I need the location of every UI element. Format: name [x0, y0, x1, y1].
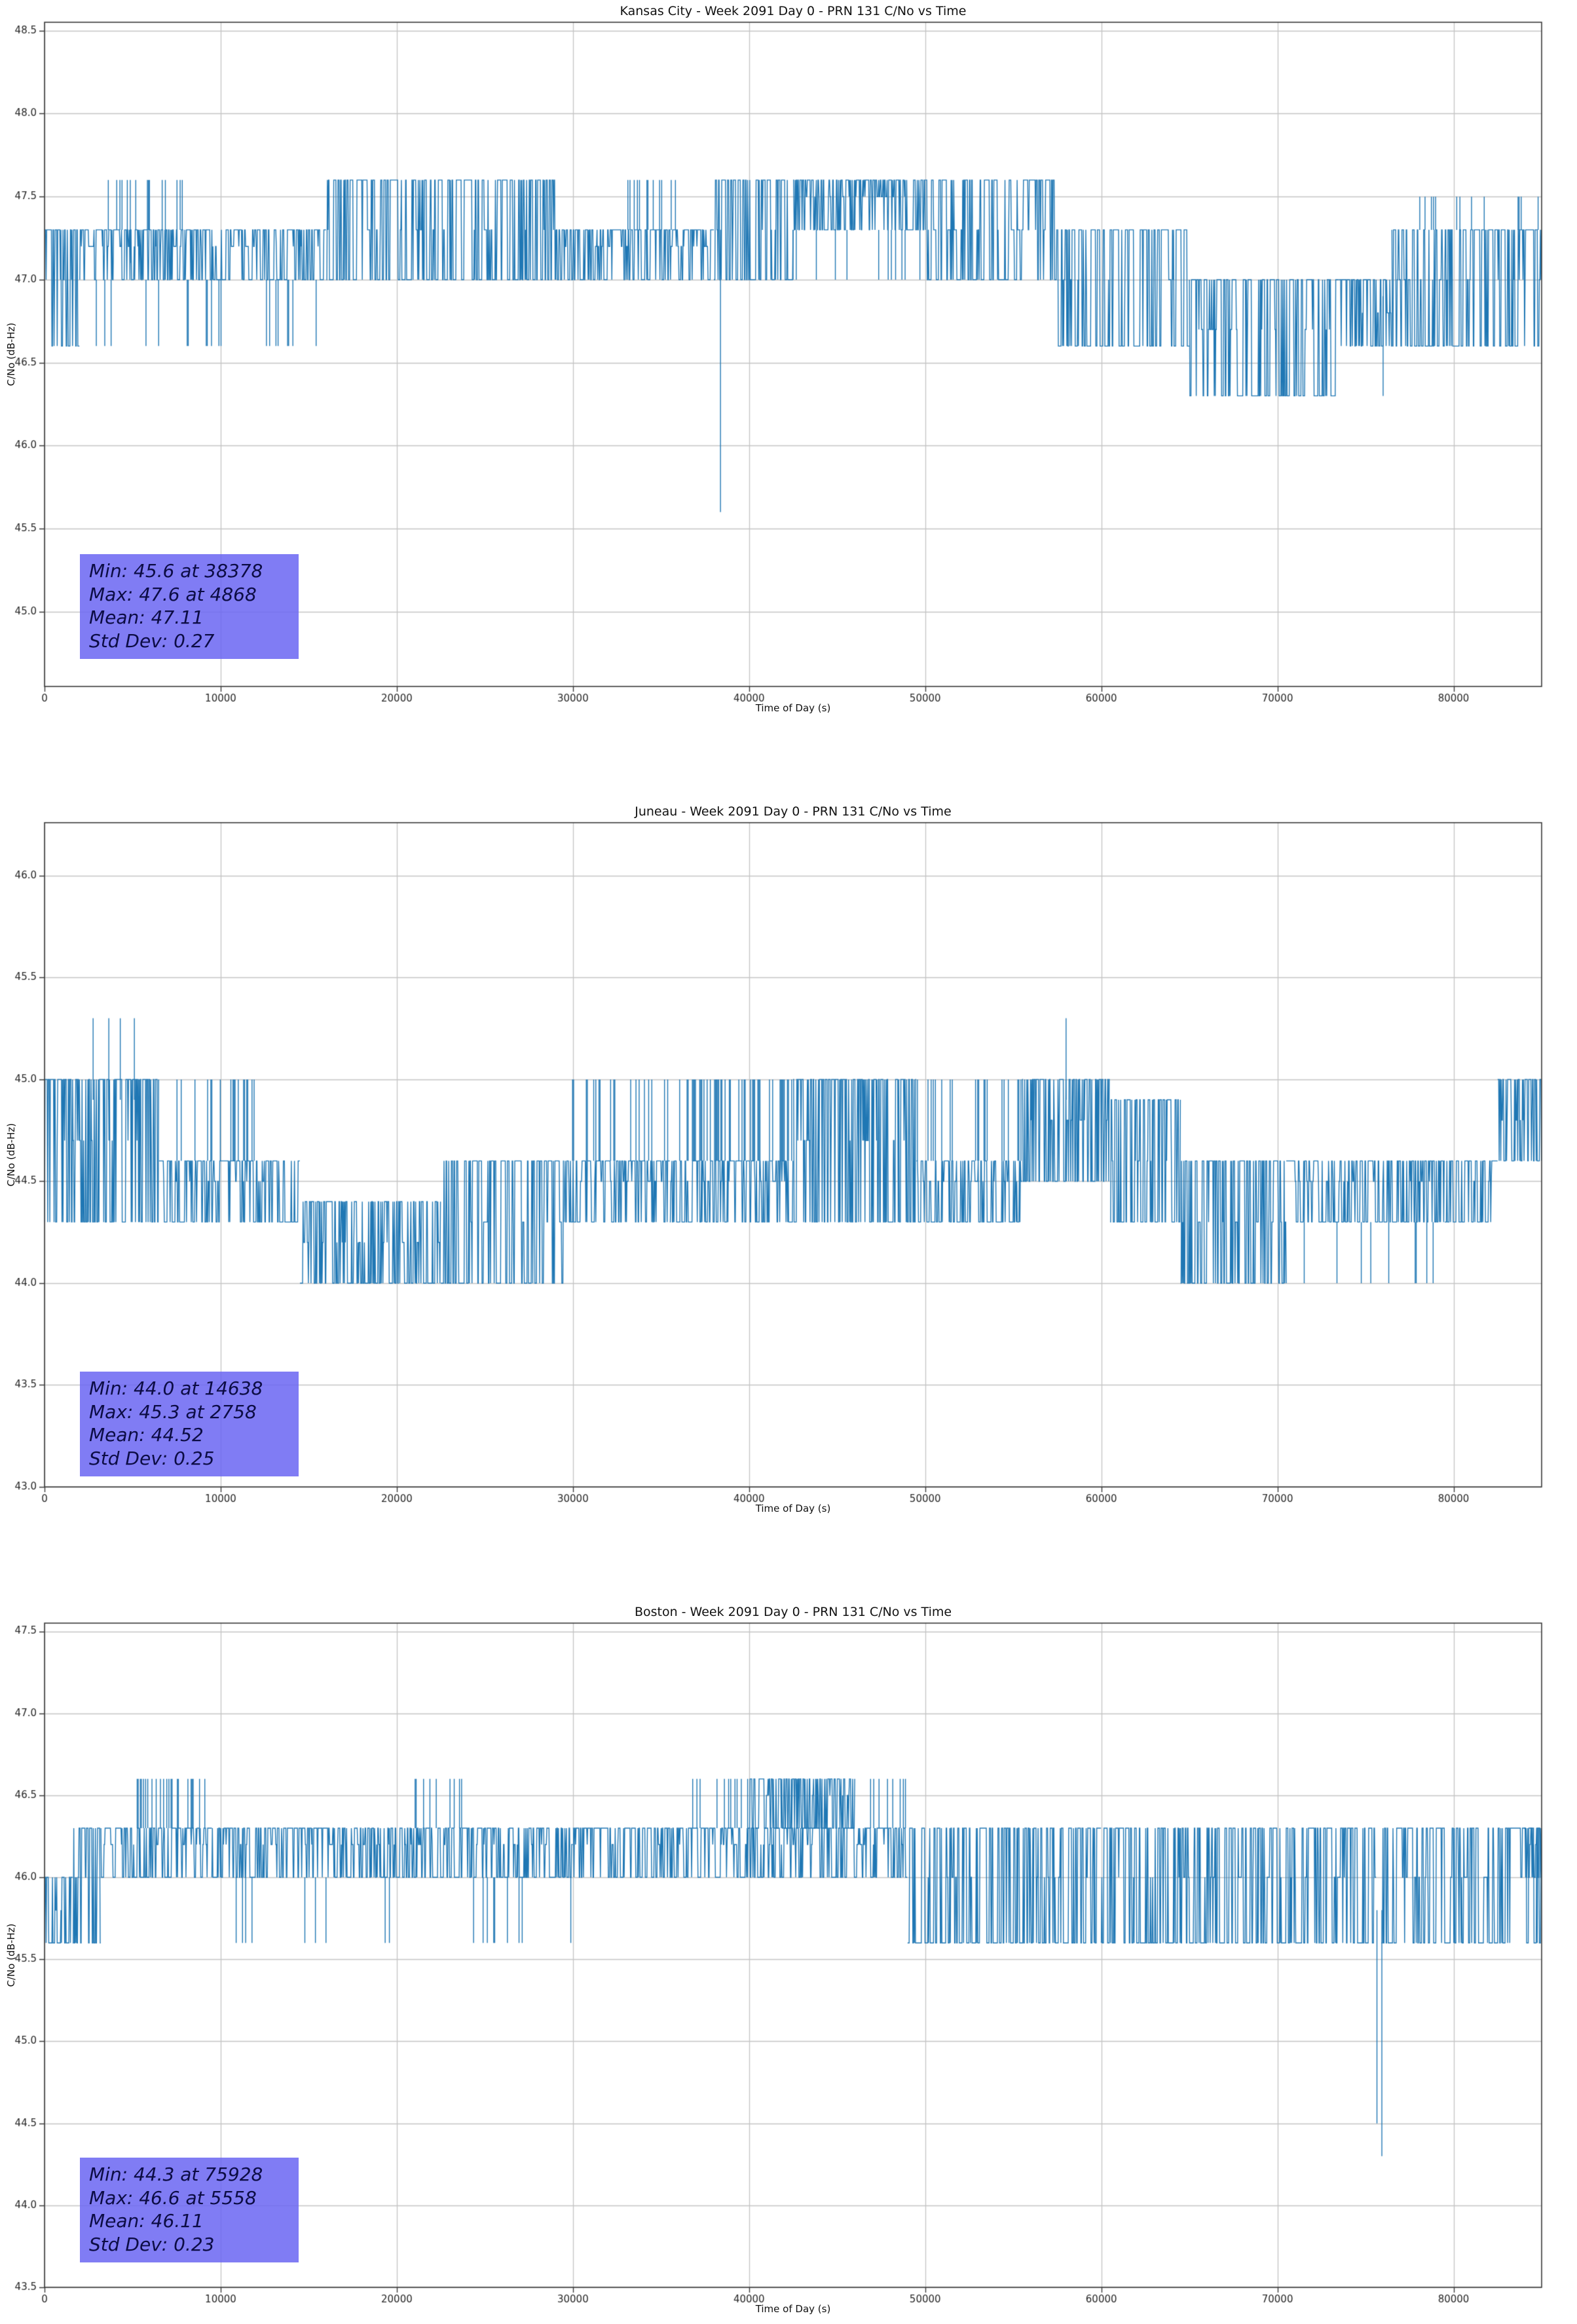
y-axis-label: C/No (dB-Hz) — [5, 322, 17, 386]
stats-box: Min: 45.6 at 38378 Max: 47.6 at 4868 Mea… — [80, 554, 299, 660]
stats-box: Min: 44.3 at 75928 Max: 46.6 at 5558 Mea… — [80, 2158, 299, 2263]
chart-title: Kansas City - Week 2091 Day 0 - PRN 131 … — [620, 4, 967, 18]
stat-min: Min: 45.6 at 38378 — [89, 560, 263, 582]
figure-kansas-city: Kansas City - Week 2091 Day 0 - PRN 131 … — [0, 0, 1577, 721]
x-axis-label: Time of Day (s) — [755, 2303, 831, 2315]
stats-box: Min: 44.0 at 14638 Max: 45.3 at 2758 Mea… — [80, 1372, 299, 1477]
stat-mean: Mean: 46.11 — [89, 2210, 204, 2232]
stat-mean: Mean: 44.52 — [89, 1424, 204, 1446]
stat-min: Min: 44.0 at 14638 — [89, 1378, 263, 1399]
x-axis-label: Time of Day (s) — [755, 702, 831, 714]
stat-stddev: Std Dev: 0.25 — [89, 1447, 215, 1469]
chart-title: Juneau - Week 2091 Day 0 - PRN 131 C/No … — [635, 804, 952, 819]
x-axis-label: Time of Day (s) — [755, 1503, 831, 1514]
stat-mean: Mean: 47.11 — [89, 607, 204, 629]
stat-stddev: Std Dev: 0.27 — [89, 629, 215, 652]
chart-title: Boston - Week 2091 Day 0 - PRN 131 C/No … — [634, 1605, 952, 1619]
stat-min: Min: 44.3 at 75928 — [89, 2164, 263, 2185]
figure-boston: Boston - Week 2091 Day 0 - PRN 131 C/No … — [0, 1601, 1577, 2321]
figure-juneau: Juneau - Week 2091 Day 0 - PRN 131 C/No … — [0, 800, 1577, 1521]
stat-max: Max: 46.6 at 5558 — [89, 2186, 257, 2209]
stat-max: Max: 45.3 at 2758 — [89, 1400, 257, 1423]
y-axis-label: C/No (dB-Hz) — [5, 1123, 17, 1187]
stat-max: Max: 47.6 at 4868 — [89, 583, 257, 605]
y-axis-label: C/No (dB-Hz) — [5, 1923, 17, 1987]
stat-stddev: Std Dev: 0.23 — [89, 2233, 215, 2255]
